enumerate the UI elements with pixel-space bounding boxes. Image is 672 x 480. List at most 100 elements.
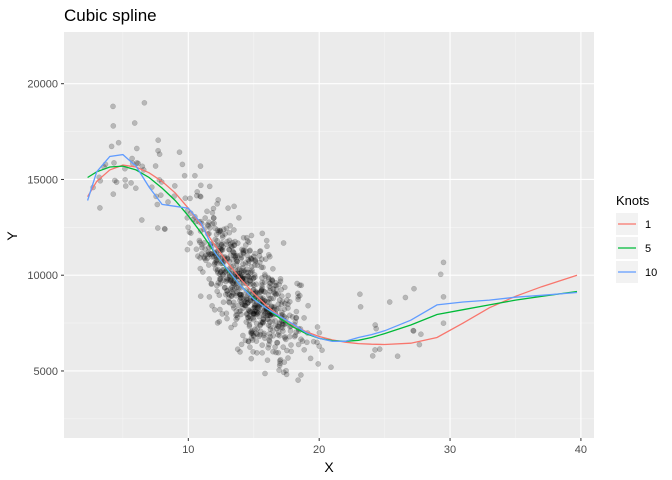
spline-line-knots-10 — [86, 153, 578, 342]
x-tick-label: 30 — [444, 444, 456, 456]
scatter-point — [240, 332, 246, 339]
scatter-point — [245, 299, 251, 306]
scatter-point — [222, 284, 228, 291]
scatter-point — [245, 260, 251, 267]
scatter-point — [270, 332, 277, 339]
scatter-point — [269, 318, 276, 324]
scatter-point — [357, 303, 364, 310]
scatter-point — [210, 205, 217, 212]
scatter-point — [282, 300, 288, 307]
scatter-point — [194, 188, 201, 195]
scatter-point — [274, 339, 280, 346]
scatter-point — [256, 333, 263, 340]
scatter-point — [267, 333, 274, 340]
scatter-point — [254, 349, 260, 356]
scatter-point — [410, 327, 417, 334]
scatter-point — [278, 293, 285, 299]
scatter-point — [215, 197, 222, 203]
scatter-point — [230, 249, 237, 256]
scatter-point — [244, 300, 251, 307]
scatter-point — [258, 256, 265, 262]
scatter-point — [252, 257, 258, 264]
scatter-point — [265, 316, 271, 323]
scatter-point — [243, 295, 250, 302]
scatter-point — [268, 295, 274, 302]
scatter-point — [108, 143, 115, 150]
scatter-point — [227, 286, 234, 292]
scatter-point — [259, 349, 266, 356]
scatter-point — [236, 285, 242, 291]
scatter-point — [240, 305, 246, 311]
scatter-point — [373, 325, 380, 332]
scatter-point — [185, 224, 191, 231]
scatter-point — [245, 338, 252, 344]
scatter-point — [234, 258, 240, 265]
scatter-point — [265, 292, 272, 298]
scatter-point — [162, 226, 168, 233]
scatter-point — [182, 195, 189, 202]
scatter-point — [224, 290, 231, 297]
scatter-point — [314, 324, 321, 330]
scatter-point — [233, 257, 240, 263]
scatter-point — [258, 288, 265, 294]
scatter-point — [129, 155, 135, 162]
scatter-point — [260, 315, 267, 322]
scatter-point — [220, 299, 227, 306]
scatter-point — [248, 335, 255, 342]
scatter-point — [252, 290, 259, 297]
scatter-point — [258, 286, 265, 293]
scatter-point — [270, 286, 277, 292]
scatter-point — [265, 274, 272, 281]
scatter-point — [289, 314, 296, 320]
scatter-point — [245, 314, 252, 321]
scatter-point — [122, 183, 129, 189]
scatter-point — [229, 239, 236, 246]
scatter-point — [251, 304, 258, 311]
scatter-point — [201, 240, 208, 246]
scatter-point — [248, 330, 255, 337]
scatter-point — [260, 320, 266, 326]
scatter-point — [250, 275, 257, 282]
scatter-point — [231, 281, 237, 288]
scatter-point — [186, 229, 193, 236]
scatter-point — [261, 311, 268, 318]
scatter-point — [244, 238, 251, 244]
scatter-point — [259, 279, 265, 286]
scatter-point — [240, 291, 247, 298]
scatter-point — [281, 284, 288, 291]
scatter-point — [298, 372, 304, 378]
scatter-point — [270, 327, 276, 334]
scatter-point — [266, 337, 273, 343]
scatter-point — [226, 291, 233, 298]
scatter-point — [155, 137, 162, 144]
scatter-point — [210, 215, 217, 221]
scatter-point — [217, 271, 223, 277]
scatter-point — [207, 225, 213, 231]
scatter-point — [230, 305, 237, 311]
scatter-point — [256, 308, 262, 315]
scatter-point — [212, 266, 219, 272]
scatter-point — [237, 307, 244, 314]
scatter-point — [252, 326, 258, 332]
scatter-point — [266, 330, 273, 337]
scatter-point — [283, 367, 289, 374]
scatter-point — [155, 147, 161, 154]
scatter-point — [229, 280, 236, 287]
major-gridlines — [64, 32, 594, 438]
scatter-point — [226, 229, 233, 236]
scatter-point — [242, 302, 249, 309]
scatter-point — [265, 322, 272, 329]
scatter-point — [227, 252, 234, 259]
scatter-point — [267, 312, 274, 319]
scatter-point — [357, 291, 363, 298]
scatter-point — [280, 240, 287, 246]
scatter-point — [223, 241, 230, 248]
scatter-point — [259, 307, 265, 314]
scatter-point — [262, 370, 268, 377]
legend-label: 5 — [645, 243, 651, 255]
scatter-point — [259, 274, 265, 281]
scatter-point — [233, 312, 239, 319]
scatter-point — [246, 307, 252, 314]
scatter-point — [286, 312, 293, 319]
scatter-point — [252, 256, 259, 263]
